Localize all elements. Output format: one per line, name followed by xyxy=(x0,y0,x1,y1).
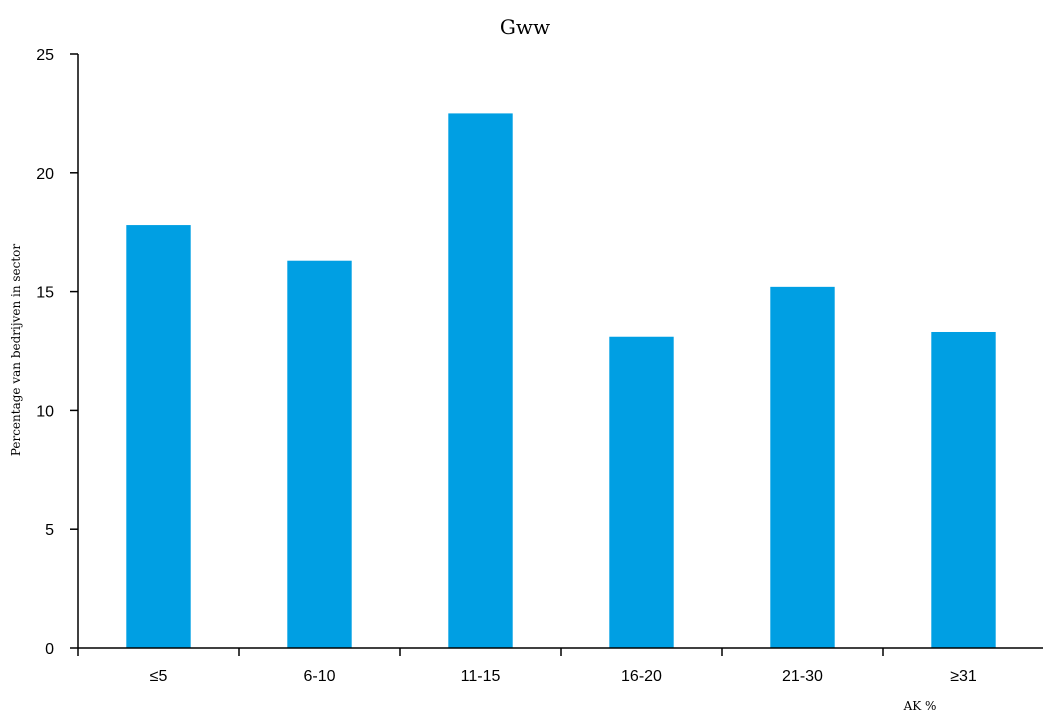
x-axis: ≤5 6-10 11-15 16-20 21-30 ≥31 xyxy=(77,647,1043,685)
y-tick-label: 10 xyxy=(36,403,54,420)
chart-title: Gww xyxy=(500,15,550,39)
bar-≤5 xyxy=(126,225,191,648)
y-tick-label: 0 xyxy=(45,641,54,658)
bars-group xyxy=(126,113,996,648)
x-axis-label: AK % xyxy=(903,699,937,713)
x-tick-label: 16-20 xyxy=(621,668,662,685)
y-axis-label: Percentage van bedrijven in sector xyxy=(9,244,23,457)
y-tick-label: 5 xyxy=(45,522,54,539)
bar-16-20 xyxy=(609,336,674,648)
x-tick-label: 11-15 xyxy=(461,668,501,685)
y-tick-label: 20 xyxy=(36,166,54,183)
bar-11-15 xyxy=(448,113,513,648)
x-tick-label: 6-10 xyxy=(303,668,335,685)
bar-≥31 xyxy=(931,331,996,648)
y-tick-label: 25 xyxy=(36,47,54,64)
bar-21-30 xyxy=(770,286,835,648)
bar-6-10 xyxy=(287,260,352,648)
y-axis: 0 5 10 15 20 25 xyxy=(36,47,79,658)
y-tick-label: 15 xyxy=(36,285,54,302)
x-tick-label: ≤5 xyxy=(150,668,168,685)
x-tick-label: 21-30 xyxy=(782,668,823,685)
x-tick-label: ≥31 xyxy=(950,668,977,685)
